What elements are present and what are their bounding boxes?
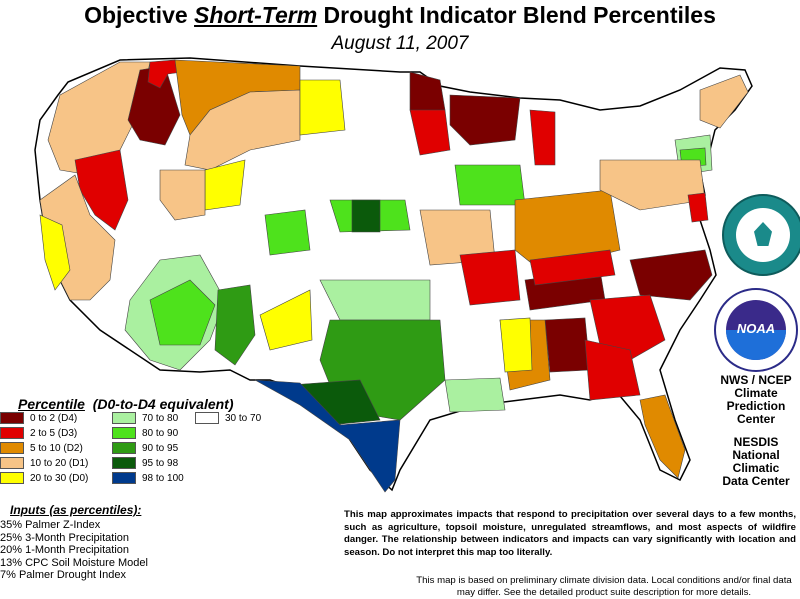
region-nebraska-w95 — [351, 199, 381, 233]
legend-label: 0 to 2 (D4) — [30, 413, 78, 424]
legend-swatch — [0, 442, 24, 454]
region-newmexico-d0 — [259, 289, 313, 351]
legend-swatch — [0, 427, 24, 439]
map-date: August 11, 2007 — [331, 33, 469, 54]
input-item: 25% 3-Month Precipitation — [0, 531, 130, 544]
region-georgia-d3 — [584, 339, 641, 401]
legend: 0 to 2 (D4) 2 to 5 (D3) 5 to 10 (D2) 10 to … — [0, 412, 282, 490]
region-gulf-w70 — [444, 377, 506, 413]
legend-label: 80 to 90 — [142, 428, 179, 439]
legend-label: 10 to 20 (D1) — [30, 458, 89, 469]
region-missouri-d3 — [459, 249, 521, 306]
agency-line: Center — [736, 412, 775, 426]
legend-label: 98 to 100 — [142, 473, 184, 484]
input-item: 7% Palmer Drought Index — [0, 569, 126, 581]
legend-label: 30 to 70 — [225, 413, 262, 424]
input-item: 35% Palmer Z-Index — [0, 519, 101, 531]
agency-line: NESDIS — [733, 435, 779, 449]
region-dakotas-d0 — [299, 79, 346, 136]
data-note: This map is based on preliminary climate… — [416, 575, 792, 598]
noaa-logo: NOAA — [714, 288, 798, 372]
region-arizona-w80 — [149, 279, 216, 346]
region-midatlantic-d1 — [599, 159, 706, 211]
legend-swatch — [112, 427, 136, 439]
region-minnesota-d3 — [409, 109, 451, 156]
legend-swatch — [0, 457, 24, 469]
region-michigan-d3 — [529, 109, 556, 166]
inputs-title: Inputs (as percentiles): — [10, 503, 142, 517]
legend-swatch — [112, 442, 136, 454]
map-disclaimer: This map approximates impacts that respo… — [344, 509, 796, 558]
legend-swatch — [112, 457, 136, 469]
region-california-d0 — [39, 214, 71, 291]
input-item: 20% 1-Month Precipitation — [0, 544, 130, 556]
legend-label: 2 to 5 (D3) — [30, 428, 78, 439]
inputs-list: 35% Palmer Z-Index 25% 3-Month Precipitat… — [0, 519, 148, 582]
legend-label: 5 to 10 (D2) — [30, 443, 83, 454]
agency-line: Prediction — [726, 399, 786, 413]
region-newmexico-w90 — [214, 284, 256, 366]
region-montana-d1 — [184, 89, 301, 171]
input-item: 13% CPC Soil Moisture Model — [0, 556, 148, 569]
region-colorado-w80 — [264, 209, 311, 256]
legend-label: 90 to 95 — [142, 443, 179, 454]
region-alabama-d4 — [544, 317, 591, 373]
agency-line: NWS / NCEP — [720, 373, 792, 387]
region-utah-d1 — [159, 169, 206, 221]
map-title: Objective Short-Term Drought Indicator B… — [84, 2, 716, 28]
us-drought-map — [34, 57, 753, 493]
region-nj-d3 — [687, 192, 709, 223]
region-maine-d1 — [699, 74, 749, 129]
region-south-d0 — [499, 317, 533, 373]
region-carolinas-d3 — [589, 294, 666, 361]
agency-line: Data Center — [722, 474, 790, 488]
region-iowa-w80 — [454, 164, 526, 206]
nesdis-label: NESDIS National Climatic Data Center — [712, 436, 800, 488]
region-virginia-d4 — [629, 249, 713, 301]
legend-label: 70 to 80 — [142, 413, 179, 424]
cpc-label: NWS / NCEP Climate Prediction Center — [712, 374, 800, 426]
agency-line: National — [732, 448, 780, 462]
legend-swatch — [0, 412, 24, 424]
legend-title: Percentile (D0-to-D4 equivalent) — [18, 396, 234, 412]
legend-swatch — [195, 412, 219, 424]
legend-swatch — [112, 412, 136, 424]
region-florida-d2 — [639, 394, 686, 479]
legend-swatch — [112, 472, 136, 484]
noaa-logo-text: NOAA — [736, 321, 776, 336]
region-wisconsin-d4 — [449, 94, 521, 146]
legend-label: 20 to 30 (D0) — [30, 473, 89, 484]
agency-line: Climatic — [732, 461, 780, 475]
commerce-seal-logo — [722, 194, 800, 276]
agency-line: Climate — [734, 386, 778, 400]
legend-swatch — [0, 472, 24, 484]
region-kentucky-d3 — [529, 249, 616, 286]
region-texas-w98 — [254, 379, 401, 493]
legend-label: 95 to 98 — [142, 458, 179, 469]
